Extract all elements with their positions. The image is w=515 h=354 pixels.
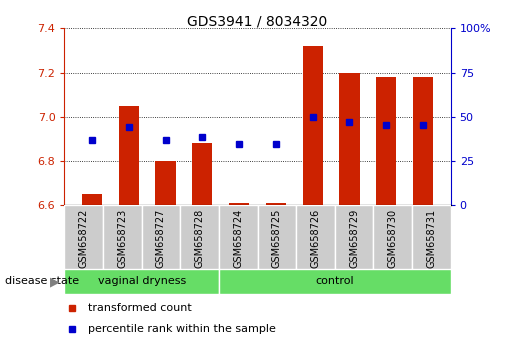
Bar xyxy=(413,77,433,205)
Bar xyxy=(302,46,323,205)
Bar xyxy=(339,73,359,205)
Bar xyxy=(296,205,335,269)
Text: GSM658728: GSM658728 xyxy=(195,209,204,268)
Text: GSM658727: GSM658727 xyxy=(156,209,166,268)
Bar xyxy=(266,203,286,205)
Text: GSM658724: GSM658724 xyxy=(233,209,243,268)
Bar xyxy=(82,194,102,205)
Bar xyxy=(156,161,176,205)
Text: GSM658729: GSM658729 xyxy=(349,209,359,268)
Text: vaginal dryness: vaginal dryness xyxy=(97,276,186,286)
Bar xyxy=(64,269,219,294)
Bar xyxy=(258,205,296,269)
Bar xyxy=(229,203,249,205)
Bar xyxy=(335,205,373,269)
Text: ▶: ▶ xyxy=(49,275,59,288)
Bar xyxy=(103,205,142,269)
Bar xyxy=(142,205,180,269)
Text: GSM658723: GSM658723 xyxy=(117,209,127,268)
Bar xyxy=(118,106,139,205)
Bar xyxy=(180,205,219,269)
Text: GSM658722: GSM658722 xyxy=(79,209,89,268)
Text: GSM658731: GSM658731 xyxy=(426,209,436,268)
Bar xyxy=(412,205,451,269)
Bar xyxy=(64,205,103,269)
Bar xyxy=(373,205,412,269)
Bar xyxy=(192,143,213,205)
Bar xyxy=(219,269,451,294)
Bar xyxy=(219,205,258,269)
Text: transformed count: transformed count xyxy=(88,303,191,313)
Text: percentile rank within the sample: percentile rank within the sample xyxy=(88,324,276,334)
Bar xyxy=(376,77,397,205)
Text: control: control xyxy=(315,276,354,286)
Text: disease state: disease state xyxy=(5,276,79,286)
Text: GSM658730: GSM658730 xyxy=(388,209,398,268)
Text: GSM658725: GSM658725 xyxy=(272,209,282,268)
Text: GSM658726: GSM658726 xyxy=(311,209,320,268)
Text: GDS3941 / 8034320: GDS3941 / 8034320 xyxy=(187,14,328,28)
